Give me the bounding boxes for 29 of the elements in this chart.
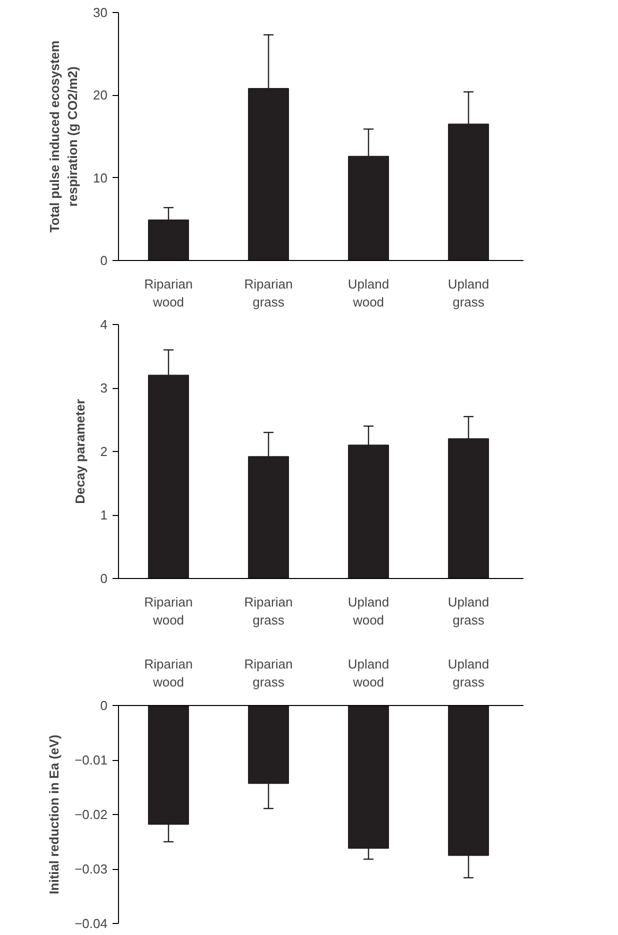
y-axis-title: Initial reduction in Ea (eV) bbox=[46, 734, 62, 894]
y-tick-label: −0.01 bbox=[74, 752, 108, 768]
x-tick-label: Upland grass bbox=[448, 594, 490, 628]
x-tick-label: Riparian grass bbox=[244, 656, 293, 690]
y-tick-label: 30 bbox=[93, 5, 108, 20]
y-tick-label: 0 bbox=[100, 571, 108, 586]
x-tick-label: Upland wood bbox=[348, 594, 390, 628]
x-tick-label: Riparian grass bbox=[244, 276, 293, 310]
y-axis-title: Decay parameter bbox=[72, 399, 88, 504]
x-tick-label: Upland wood bbox=[348, 276, 390, 310]
y-tick-label: 4 bbox=[100, 317, 108, 332]
y-tick-label: 0 bbox=[100, 253, 108, 268]
y-tick-label: −0.02 bbox=[74, 807, 108, 822]
y-tick-label: 3 bbox=[100, 380, 108, 396]
y-axis-title: Total pulse induced ecosystem respiration (g CO2/m2) bbox=[47, 40, 80, 232]
y-tick-label: 2 bbox=[100, 444, 108, 459]
x-tick-label: Upland wood bbox=[348, 656, 390, 690]
x-tick-label: Upland grass bbox=[448, 276, 490, 310]
x-tick-label: Riparian grass bbox=[244, 594, 293, 628]
x-tick-label: Upland grass bbox=[448, 656, 490, 690]
y-tick-label: 10 bbox=[93, 170, 108, 186]
y-tick-label: 1 bbox=[100, 508, 108, 522]
x-tick-label: Riparian wood bbox=[144, 594, 193, 628]
x-tick-label: Riparian wood bbox=[144, 656, 193, 690]
y-tick-label: 20 bbox=[93, 88, 108, 103]
y-tick-label: −0.03 bbox=[74, 862, 108, 876]
y-tick-label: 0 bbox=[100, 698, 108, 713]
x-tick-label: Riparian wood bbox=[144, 276, 193, 310]
y-tick-label: −0.04 bbox=[74, 916, 108, 931]
